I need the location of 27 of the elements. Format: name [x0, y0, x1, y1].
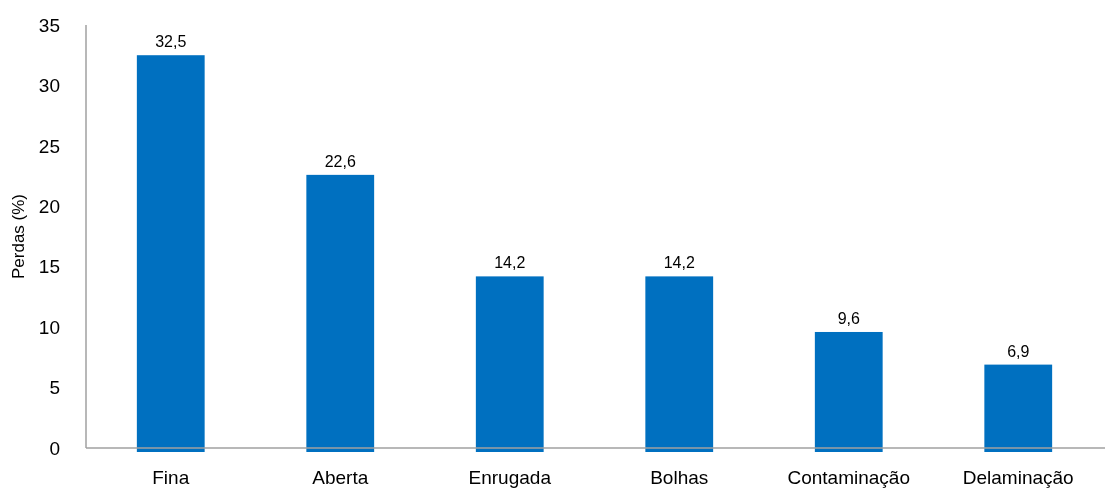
y-tick-label: 35 [38, 14, 60, 36]
x-tick-label: Enrugada [468, 467, 552, 488]
data-label: 14,2 [663, 254, 695, 272]
y-tick-label: 10 [38, 316, 60, 338]
y-axis-title: Perdas (%) [9, 193, 28, 280]
y-tick-label: 20 [38, 195, 60, 217]
data-label: 32,5 [155, 33, 187, 51]
data-label: 6,9 [1007, 342, 1030, 360]
y-tick-label: 25 [38, 135, 60, 157]
x-tick-label: Contaminação [787, 467, 911, 488]
y-tick-label: 0 [49, 437, 60, 459]
y-tick-label: 30 [38, 75, 60, 97]
bar [645, 276, 714, 452]
data-label: 9,6 [837, 309, 860, 327]
x-tick-label: Bolhas [650, 467, 709, 488]
x-tick-label: Delaminação [962, 467, 1074, 488]
x-tick-label: Aberta [312, 467, 369, 488]
y-tick-label: 5 [49, 377, 60, 399]
bar [475, 276, 544, 452]
bar [136, 55, 205, 452]
bar [814, 331, 883, 452]
x-tick-label: Fina [152, 467, 190, 488]
data-label: 14,2 [494, 254, 526, 272]
bar [984, 364, 1053, 452]
data-label: 22,6 [324, 152, 356, 170]
y-tick-label: 15 [38, 256, 60, 278]
bar [306, 174, 375, 452]
